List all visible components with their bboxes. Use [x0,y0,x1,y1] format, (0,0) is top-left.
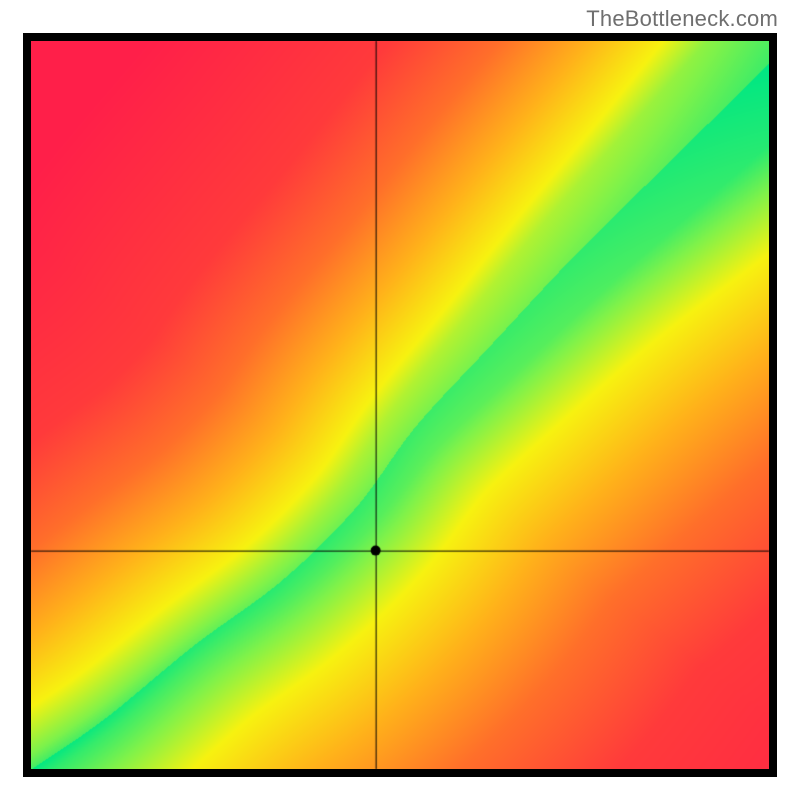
plot-area [23,33,777,777]
watermark-text: TheBottleneck.com [586,6,778,32]
overlay-canvas [23,33,777,777]
chart-container: TheBottleneck.com [0,0,800,800]
